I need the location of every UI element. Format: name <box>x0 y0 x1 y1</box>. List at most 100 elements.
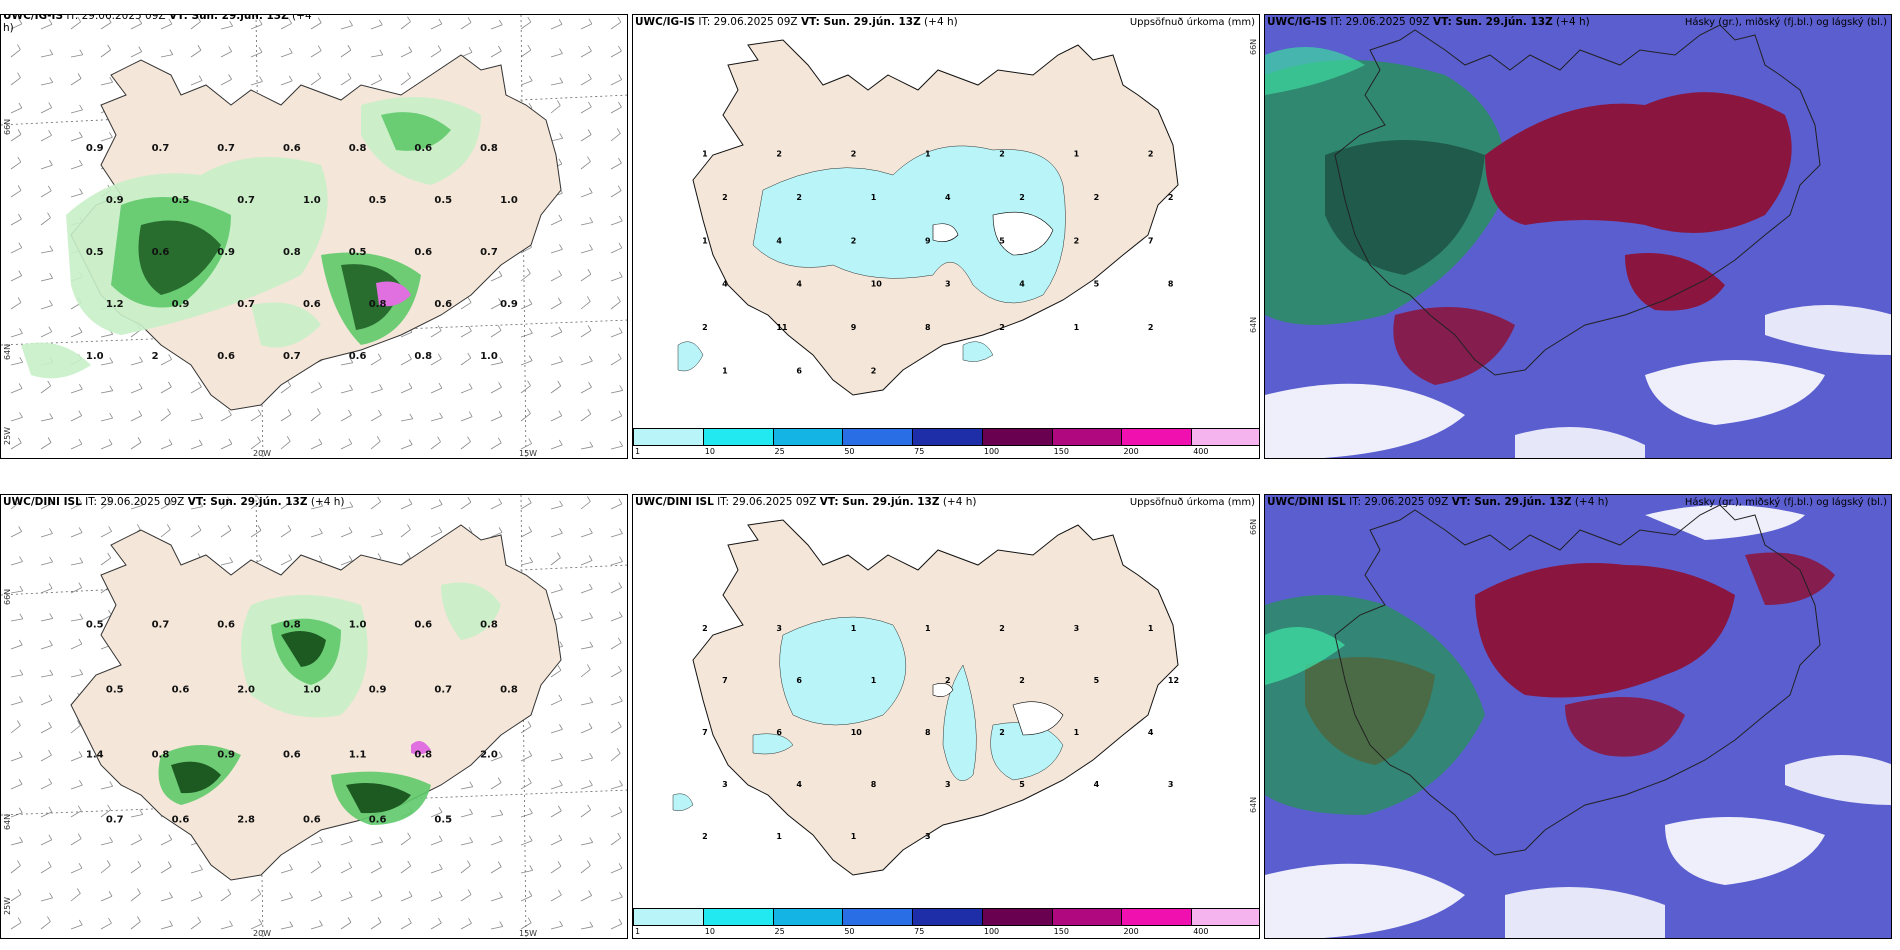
lat-label-64: 64N <box>3 813 12 830</box>
wind-barb <box>580 865 591 874</box>
wind-barb-flag <box>559 724 563 730</box>
wind-panel-ig-is: 0.9 0.7 0.7 0.6 0.8 0.6 0.8 0.9 0.5 0.7 1.0 0.5 0.5 1… <box>0 14 628 459</box>
value-label: 6 <box>776 728 782 737</box>
colorbar-tick-label: 100 <box>983 927 1000 936</box>
wind-barb-flag <box>378 19 383 26</box>
wind-barb <box>550 699 563 706</box>
wind-barb-flag <box>377 353 382 359</box>
colorbar-tick-label: 50 <box>844 927 855 936</box>
colorbar-segment <box>633 428 704 446</box>
wind-barb <box>40 811 53 818</box>
value-label: 0.5 <box>86 620 104 631</box>
wind-barb-flag <box>49 159 53 166</box>
wind-barb-flag <box>78 131 83 138</box>
value-label: 11 <box>776 323 788 332</box>
wind-barb-flag <box>559 77 564 83</box>
wind-barb <box>250 923 263 930</box>
wind-barb-flag <box>498 498 503 504</box>
wind-barb <box>610 276 623 282</box>
colorbar-tick-label: 10 <box>704 447 715 456</box>
wind-barb <box>190 21 201 30</box>
wind-barb-flag <box>48 695 53 701</box>
wind-barb-flag <box>19 556 23 562</box>
wind-barb <box>610 332 623 338</box>
wind-barb <box>520 303 533 310</box>
wind-barb <box>580 249 593 254</box>
wind-barb <box>70 164 83 170</box>
wind-barb-flag <box>348 862 353 868</box>
value-label: 0.6 <box>369 815 387 826</box>
wind-barb <box>430 358 442 366</box>
value-label: 2.0 <box>237 685 255 696</box>
wind-barb <box>550 757 563 762</box>
wind-barb <box>430 441 441 450</box>
wind-barb-flag <box>17 156 22 163</box>
wind-barb <box>550 729 563 734</box>
wind-barb <box>580 413 592 422</box>
wind-barb <box>580 360 593 366</box>
wind-barb-flag <box>19 669 24 675</box>
wind-barb <box>280 926 293 930</box>
wind-barb <box>10 332 23 338</box>
lead-time: (+4 h) <box>1574 496 1609 508</box>
value-label: 2 <box>851 236 857 245</box>
wind-barb <box>580 273 592 282</box>
wind-barb <box>160 23 173 30</box>
precip-map-ig-is: 1 2 2 1 2 1 2 2 2 1 4 2 2 2 1 4 2 9 5 2 7 4 4 10 3 4 5 8 2 11 9 8 2 1 2 1 6 2 <box>677 39 1179 396</box>
wind-barb-flag <box>558 439 563 446</box>
value-label: 0.8 <box>283 620 301 631</box>
value-label: 8 <box>871 780 877 789</box>
wind-barb-flag <box>79 669 84 675</box>
wind-barb-flag <box>467 297 472 303</box>
value-label: 0.9 <box>86 143 104 154</box>
value-label: 1 <box>1074 728 1080 737</box>
value-label: 0.8 <box>480 143 498 154</box>
wind-barb-flag <box>558 410 563 416</box>
wind-barb <box>340 389 353 394</box>
wind-barb-flag <box>47 916 51 922</box>
wind-barb <box>70 78 82 86</box>
value-label: 1 <box>722 366 728 375</box>
value-label: 0.9 <box>172 299 190 310</box>
wind-barb-flag <box>349 357 354 363</box>
wind-barb <box>400 895 413 902</box>
lead-time: (+4 h) <box>924 16 958 28</box>
wind-barb-flag <box>258 918 263 925</box>
wind-barb <box>610 642 622 650</box>
wind-barb-flag <box>197 16 201 22</box>
colorbar: 1 10 25 50 75 100 150 200 400 <box>633 908 1259 938</box>
wind-barb <box>70 562 83 566</box>
value-label: 0.6 <box>172 685 190 696</box>
wind-barb-flag <box>499 921 504 927</box>
wind-barb-flag <box>198 381 202 388</box>
value-label: 2 <box>1074 236 1080 245</box>
wind-barb-flag <box>109 836 113 843</box>
wind-barb <box>70 503 82 510</box>
precip-panel-dini: 2 3 1 1 2 3 1 7 6 1 2 2 5 12 7 6 10 8 2 1 4 3 4 8 3 5 4 3 2 1 1 3 UWC/D… <box>632 494 1260 939</box>
wind-barb-flag <box>408 353 412 360</box>
wind-barb-flag <box>49 272 54 279</box>
wind-barb <box>190 80 203 86</box>
wind-barb <box>70 443 83 450</box>
wind-barb <box>460 330 472 338</box>
wind-barb <box>550 219 563 226</box>
cloud-layers <box>1265 505 1891 938</box>
wind-barb <box>580 702 593 706</box>
wind-barb-flag <box>407 860 412 867</box>
wind-barb-flag <box>48 498 53 504</box>
wind-barb <box>490 532 503 538</box>
wind-barb <box>190 49 202 58</box>
value-label: 0.5 <box>434 195 452 206</box>
wind-barb-flag <box>498 298 502 304</box>
colorbar-segment <box>912 428 983 446</box>
wind-barb-flag <box>588 45 592 52</box>
wind-barb <box>610 561 623 566</box>
wind-barb-flag <box>587 496 591 502</box>
value-label: 10 <box>871 280 883 289</box>
value-label: 0.5 <box>172 195 190 206</box>
wind-barb-flag <box>618 242 623 249</box>
wind-barb-flag <box>78 582 83 588</box>
wind-barb <box>190 386 202 394</box>
value-label: 7 <box>702 728 708 737</box>
value-label: 5 <box>1094 280 1100 289</box>
